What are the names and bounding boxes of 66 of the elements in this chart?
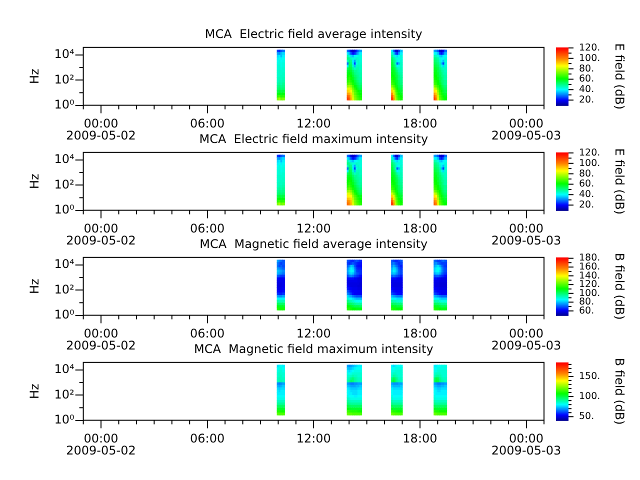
x-tick-label: 00:00 2009-05-02 [66,116,136,142]
x-tick-label: 18:00 [402,431,438,446]
y-axis-title: Hz [27,68,42,84]
color-bar-label: 100. [579,391,600,402]
x-tick-label: 06:00 [190,116,225,130]
chart-title: MCA Magnetic field average intensity [200,237,428,252]
y-tick-label: 10⁰ [54,412,74,426]
color-bar-label: 120. [579,279,600,290]
y-tick-label: 10⁴ [54,362,74,376]
chart-title: MCA Electric field average intensity [204,27,422,42]
color-bar-label: 80. [579,168,594,180]
color-bar-label: 40. [579,84,594,96]
color-bar-label: 80. [579,63,594,74]
x-tick-label: 00:00 2009-05-02 [66,431,136,458]
y-tick-label: 10⁴ [54,152,74,166]
x-tick-label: 00:00 2009-05-03 [491,221,562,248]
color-bar-label: 120. [579,42,600,54]
x-tick-label: 18:00 [402,116,438,130]
color-bar-label: 100. [579,52,600,64]
color-bar-label: 40. [579,189,594,200]
y-tick-label: 10⁴ [54,257,74,272]
x-tick-label: 00:00 2009-05-03 [491,326,562,352]
y-axis-title: Hz [27,174,42,190]
y-tick-label: 10⁰ [54,307,74,322]
color-bar-title: E field (dB) [612,148,627,215]
color-bar-label: 180. [579,252,600,264]
x-tick-label: 06:00 [190,326,225,340]
x-tick-label: 00:00 2009-05-02 [66,221,136,248]
x-tick-label: 06:00 [190,221,225,236]
color-bar-label: 160. [579,262,600,273]
color-bar-label: 50. [579,411,594,422]
y-tick-label: 10² [54,282,74,296]
y-tick-label: 10² [54,387,74,402]
color-bar-label: 80. [579,296,594,308]
y-tick-label: 10⁰ [54,97,74,112]
x-tick-label: 00:00 2009-05-03 [491,431,562,458]
y-tick-label: 10² [54,72,74,86]
x-tick-label: 00:00 2009-05-02 [66,326,136,352]
chart-title: MCA Electric field maximum intensity [199,132,428,146]
color-bar-title: B field (dB) [612,358,627,425]
x-tick-label: 12:00 [296,431,331,446]
color-bar-label: 60. [579,305,594,316]
color-bar-label: 100. [579,288,600,299]
x-tick-label: 18:00 [402,221,438,236]
x-tick-label: 12:00 [296,326,331,340]
color-bar-title: B field (dB) [612,252,627,320]
color-bar-label: 20. [579,200,594,211]
y-tick-label: 10⁴ [54,47,74,62]
x-tick-label: 00:00 2009-05-03 [491,116,562,142]
color-bar-label: 60. [579,74,594,85]
y-axis-title: Hz [27,384,42,400]
y-tick-label: 10² [54,177,74,192]
y-tick-label: 10⁰ [54,202,74,216]
y-axis-title: Hz [27,278,42,294]
color-bar-label: 20. [579,94,594,106]
x-tick-label: 12:00 [296,116,331,130]
x-tick-label: 12:00 [296,221,331,236]
color-bar-title: E field (dB) [612,43,627,110]
color-bar-label: 120. [579,147,600,158]
color-bar-label: 150. [579,370,600,382]
chart-title: MCA Magnetic field maximum intensity [194,342,434,356]
x-tick-label: 18:00 [402,326,438,340]
x-tick-label: 06:00 [190,431,225,446]
color-bar-label: 100. [579,158,600,169]
color-bar-label: 60. [579,178,594,190]
color-bar-label: 140. [579,270,600,282]
